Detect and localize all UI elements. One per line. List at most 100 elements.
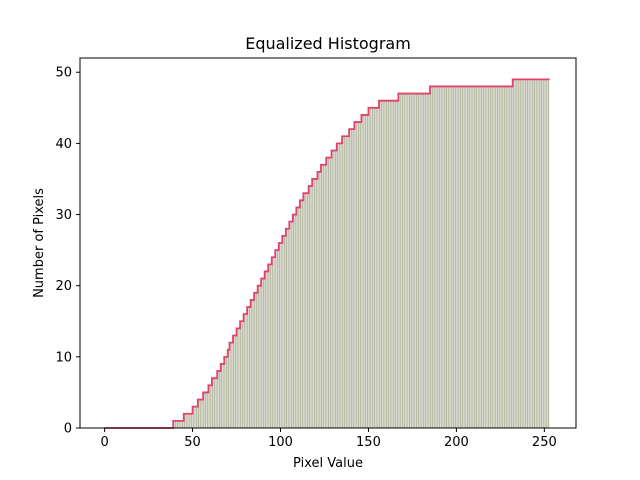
histogram-bar — [398, 93, 400, 428]
histogram-bar — [454, 86, 456, 429]
histogram-bar — [343, 136, 346, 428]
histogram-bar — [430, 86, 432, 429]
histogram-bar — [422, 93, 425, 428]
histogram-bar — [458, 86, 460, 429]
histogram-bar — [466, 86, 469, 429]
histogram-bar — [333, 150, 335, 428]
histogram-bar — [266, 271, 268, 428]
histogram-bar — [371, 107, 374, 428]
histogram-bar — [231, 342, 233, 428]
histogram-bar — [470, 86, 472, 429]
histogram-bar — [310, 186, 312, 428]
histogram-bar — [461, 86, 463, 429]
histogram-bar — [433, 86, 435, 429]
histogram-bar — [248, 307, 251, 428]
histogram-bar — [331, 150, 333, 428]
histogram-bar — [197, 399, 200, 428]
histogram-bar — [236, 328, 238, 428]
histogram-bar — [535, 79, 537, 428]
histogram-bar — [347, 136, 349, 428]
y-tick-label: 40 — [55, 137, 72, 152]
histogram-bar — [206, 392, 208, 428]
histogram-bar — [479, 86, 481, 429]
axes-frame — [79, 57, 577, 429]
histogram-bar — [312, 178, 314, 428]
histogram-bar — [533, 79, 536, 428]
histogram-bar — [308, 186, 310, 428]
histogram-bar — [324, 164, 326, 429]
histogram-bar — [414, 93, 416, 428]
histogram-bar — [512, 79, 514, 428]
histogram-bar — [208, 385, 210, 428]
histogram-bar — [201, 399, 203, 428]
histogram-bar — [319, 171, 321, 428]
histogram-bar — [261, 278, 263, 428]
histogram-bar — [486, 86, 488, 429]
histogram-bar — [517, 79, 520, 428]
histogram-bar — [224, 356, 226, 428]
histogram-bar — [336, 143, 339, 428]
histogram-bar — [211, 378, 214, 428]
histogram-bar — [530, 79, 532, 428]
x-tick-label: 250 — [532, 435, 557, 450]
histogram-bar — [528, 79, 530, 428]
histogram-bar — [438, 86, 441, 429]
x-tick-label: 0 — [100, 435, 108, 450]
histogram-bar — [254, 292, 256, 428]
histogram-bar — [361, 114, 363, 429]
histogram-bar — [190, 413, 193, 428]
histogram-bar — [294, 214, 296, 428]
histogram-bar — [271, 257, 274, 428]
histogram-bar — [352, 129, 354, 428]
histogram-bar — [544, 79, 546, 428]
histogram-bar — [204, 392, 207, 428]
histogram-bar — [250, 299, 252, 428]
histogram-bar — [329, 157, 332, 428]
histogram-bar — [482, 86, 485, 429]
histogram-bar — [481, 86, 483, 429]
histogram-bar — [489, 86, 492, 429]
histogram-bar — [493, 86, 495, 429]
histogram-bar — [537, 79, 539, 428]
histogram-bar — [484, 86, 486, 429]
histogram-bar — [500, 86, 502, 429]
histogram-bar — [415, 93, 418, 428]
histogram-bar — [174, 420, 177, 428]
histogram-bar — [199, 399, 201, 428]
histogram-bar — [532, 79, 534, 428]
histogram-bar — [412, 93, 414, 428]
histogram-bar — [292, 214, 295, 428]
histogram-bar — [437, 86, 439, 429]
histogram-bar — [442, 86, 444, 429]
histogram-bar — [357, 122, 360, 428]
bars-group — [173, 79, 550, 429]
histogram-bar — [468, 86, 471, 429]
histogram-bar — [227, 349, 230, 428]
histogram-bar — [496, 86, 499, 429]
histogram-bar — [524, 79, 527, 428]
histogram-bar — [521, 79, 523, 428]
histogram-bar — [315, 178, 317, 428]
histogram-bar — [234, 335, 237, 428]
histogram-bar — [510, 86, 513, 429]
histogram-bar — [322, 164, 325, 429]
histogram-bar — [475, 86, 478, 429]
histogram-bar — [273, 257, 275, 428]
histogram-bar — [238, 328, 240, 428]
histogram-bar — [447, 86, 449, 429]
histogram-bar — [405, 93, 407, 428]
histogram-bar — [507, 86, 509, 429]
histogram-bar — [384, 100, 386, 428]
histogram-bar — [540, 79, 543, 428]
histogram-bar — [298, 207, 300, 428]
histogram-bar — [299, 200, 302, 428]
histogram-bar — [345, 136, 347, 428]
histogram-bar — [220, 363, 223, 428]
histogram-bar — [424, 93, 427, 428]
histogram-bar — [401, 93, 404, 428]
histogram-bar — [185, 413, 187, 428]
histogram-bar — [289, 221, 291, 428]
histogram-bar — [440, 86, 442, 429]
histogram-bar — [477, 86, 479, 429]
histogram-bar — [419, 93, 421, 428]
